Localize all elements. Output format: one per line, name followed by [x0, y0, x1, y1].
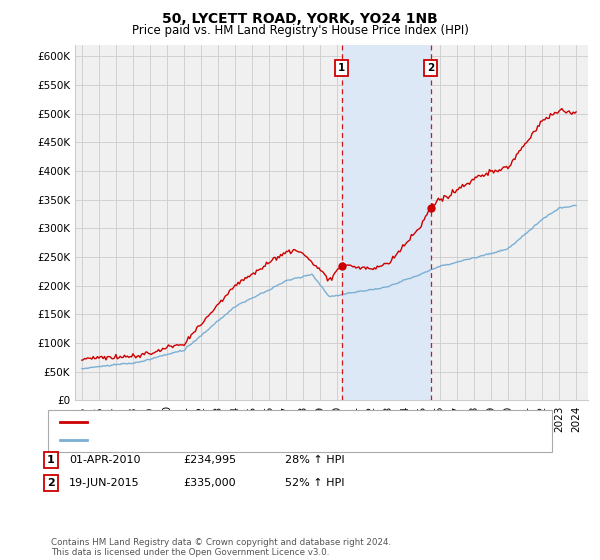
- Text: Price paid vs. HM Land Registry's House Price Index (HPI): Price paid vs. HM Land Registry's House …: [131, 24, 469, 36]
- Text: 19-JUN-2015: 19-JUN-2015: [69, 478, 140, 488]
- Bar: [342, 45, 431, 400]
- Text: 28% ↑ HPI: 28% ↑ HPI: [285, 455, 344, 465]
- Text: £335,000: £335,000: [183, 478, 236, 488]
- Text: 1: 1: [338, 63, 346, 73]
- Text: 1: 1: [47, 455, 55, 465]
- Text: Contains HM Land Registry data © Crown copyright and database right 2024.
This d: Contains HM Land Registry data © Crown c…: [51, 538, 391, 557]
- Text: 50, LYCETT ROAD, YORK, YO24 1NB: 50, LYCETT ROAD, YORK, YO24 1NB: [162, 12, 438, 26]
- Text: 50, LYCETT ROAD, YORK, YO24 1NB (semi-detached house): 50, LYCETT ROAD, YORK, YO24 1NB (semi-de…: [91, 417, 397, 427]
- Text: £234,995: £234,995: [183, 455, 236, 465]
- Text: 01-APR-2010: 01-APR-2010: [69, 455, 140, 465]
- Text: HPI: Average price, semi-detached house, York: HPI: Average price, semi-detached house,…: [91, 435, 335, 445]
- Text: 2: 2: [427, 63, 434, 73]
- Text: 52% ↑ HPI: 52% ↑ HPI: [285, 478, 344, 488]
- Text: 2: 2: [47, 478, 55, 488]
